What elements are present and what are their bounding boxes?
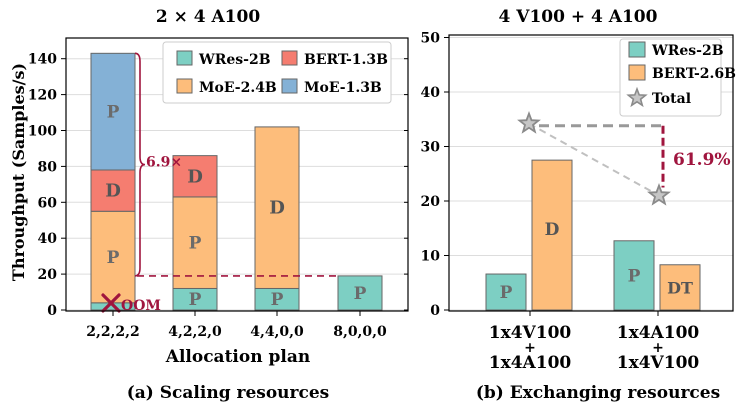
chart-a-ytick-label: 40	[38, 231, 58, 247]
total-star-marker	[517, 111, 541, 134]
legend-label-bert-1-3b: BERT-1.3B	[304, 52, 388, 68]
chart-a-ytick-label: 20	[38, 267, 58, 283]
legend-swatch-bert-2-6b	[628, 64, 646, 81]
chart-a-legend: WRes-2B BERT-1.3B MoE-2.4B MoE-1.3B	[162, 41, 392, 104]
chart-b-title: 4 V100 + 4 A100	[499, 7, 658, 27]
bar-segment-label: D	[545, 220, 560, 240]
chart-b-frame	[448, 34, 734, 312]
chart-a-legend-box	[162, 41, 392, 104]
bar-bert-2-6b	[531, 159, 573, 311]
chart-a-xtick-label: 4,2,2,0	[168, 324, 222, 340]
legend-label-wres-2b: WRes-2B	[651, 43, 724, 59]
bar-moe-1-3b	[90, 52, 136, 171]
chart-a-xtick-label: 8,0,0,0	[333, 324, 387, 340]
chart-b-xtick-label-bottom: 1x4A100	[489, 353, 572, 373]
chart-a-ytick-label: 60	[38, 195, 58, 211]
bar-moe-2-4b	[254, 126, 300, 289]
bar-segment-label: D	[269, 198, 285, 219]
legend-label-moe-2-4b: MoE-2.4B	[199, 80, 277, 96]
chart-b-ytick-label: 20	[421, 194, 441, 210]
total-star-marker	[647, 183, 671, 206]
legend-label-wres-2b: WRes-2B	[198, 52, 271, 68]
gap-percent-label: 61.9%	[673, 150, 731, 170]
oom-label: OOM	[121, 298, 161, 314]
chart-b-xtick-label-top: 1x4A100	[617, 323, 700, 343]
bar-segment-label: P	[107, 103, 120, 123]
chart-scaling-resources: 2 × 4 A100 Throughput (Samples/s) P D P P P D…	[9, 7, 409, 403]
legend-swatch-moe-2-4b	[176, 78, 193, 94]
legend-label-moe-1-3b: MoE-1.3B	[304, 80, 382, 96]
chart-a-frame	[65, 37, 409, 312]
chart-b-ytick-label: 30	[421, 140, 441, 156]
legend-swatch-wres-2b	[176, 50, 193, 66]
speedup-brace	[134, 52, 146, 277]
chart-a-ytick-label: 100	[28, 124, 57, 140]
total-connector-line	[528, 122, 660, 197]
chart-a-xlabel: Allocation plan	[165, 347, 310, 367]
bar-wres-2b	[337, 275, 383, 311]
bar-bert-1-3b	[172, 155, 218, 198]
bar-segment-label: P	[628, 266, 641, 286]
chart-a-ytick-label: 120	[28, 88, 57, 104]
chart-b-ytick-label: 0	[430, 303, 440, 319]
bar-segment-label: D	[187, 166, 203, 187]
chart-a-xtick-label: 4,4,0,0	[250, 324, 304, 340]
legend-swatch-bert-1-3b	[281, 50, 298, 66]
chart-b-ytick-label: 40	[421, 85, 441, 101]
legend-swatch-moe-1-3b	[281, 78, 298, 94]
chart-a-subtitle: (a) Scaling resources	[127, 383, 329, 403]
chart-b-subtitle: (b) Exchanging resources	[476, 383, 720, 403]
speedup-label: 6.9×	[146, 155, 182, 171]
chart-a-ytick-label: 140	[28, 52, 57, 68]
chart-b-xtick-label-plus: +	[652, 340, 664, 356]
chart-a-ytick-label: 0	[47, 303, 57, 319]
bar-segment-label: P	[271, 290, 284, 310]
bar-bert-2-6b	[659, 264, 701, 311]
legend-label-total: Total	[652, 91, 691, 107]
chart-b-xtick-label-plus: +	[524, 340, 536, 356]
legend-label-bert-2-6b: BERT-2.6B	[652, 66, 736, 82]
chart-a-ylabel: Throughput (Samples/s)	[9, 63, 28, 281]
oom-x-icon	[101, 293, 121, 313]
bar-wres-2b	[613, 240, 655, 311]
bar-segment-label: P	[354, 284, 367, 304]
bar-segment-label: P	[500, 283, 513, 303]
chart-b-ytick-label: 10	[421, 249, 441, 265]
chart-b-legend-box	[619, 38, 722, 117]
bar-moe-2-4b	[172, 196, 218, 289]
bar-segment-label: P	[107, 248, 120, 268]
chart-a-xtick-label: 2,2,2,2	[86, 324, 140, 340]
bar-segment-label: D	[105, 181, 121, 202]
bar-segment-label: P	[189, 234, 202, 254]
chart-exchanging-resources: 4 V100 + 4 A100 P D P DT 61.9% 0 10 20 30 40 50 1…	[421, 7, 737, 403]
legend-swatch-wres-2b	[628, 41, 646, 58]
bar-wres-2b	[485, 273, 527, 311]
bar-segment-label: P	[189, 290, 202, 310]
chart-b-ytick-label: 50	[421, 31, 441, 47]
chart-b-legend: WRes-2B BERT-2.6B Total	[619, 38, 736, 117]
legend-star-icon	[626, 86, 648, 108]
chart-a-ytick-label: 80	[38, 159, 58, 175]
chart-b-xtick-label-bottom: 1x4V100	[617, 353, 700, 373]
bar-bert-1-3b	[90, 169, 136, 212]
chart-b-xtick-label-top: 1x4V100	[489, 323, 572, 343]
chart-a-title: 2 × 4 A100	[156, 7, 261, 27]
bar-segment-label: DT	[667, 278, 693, 297]
